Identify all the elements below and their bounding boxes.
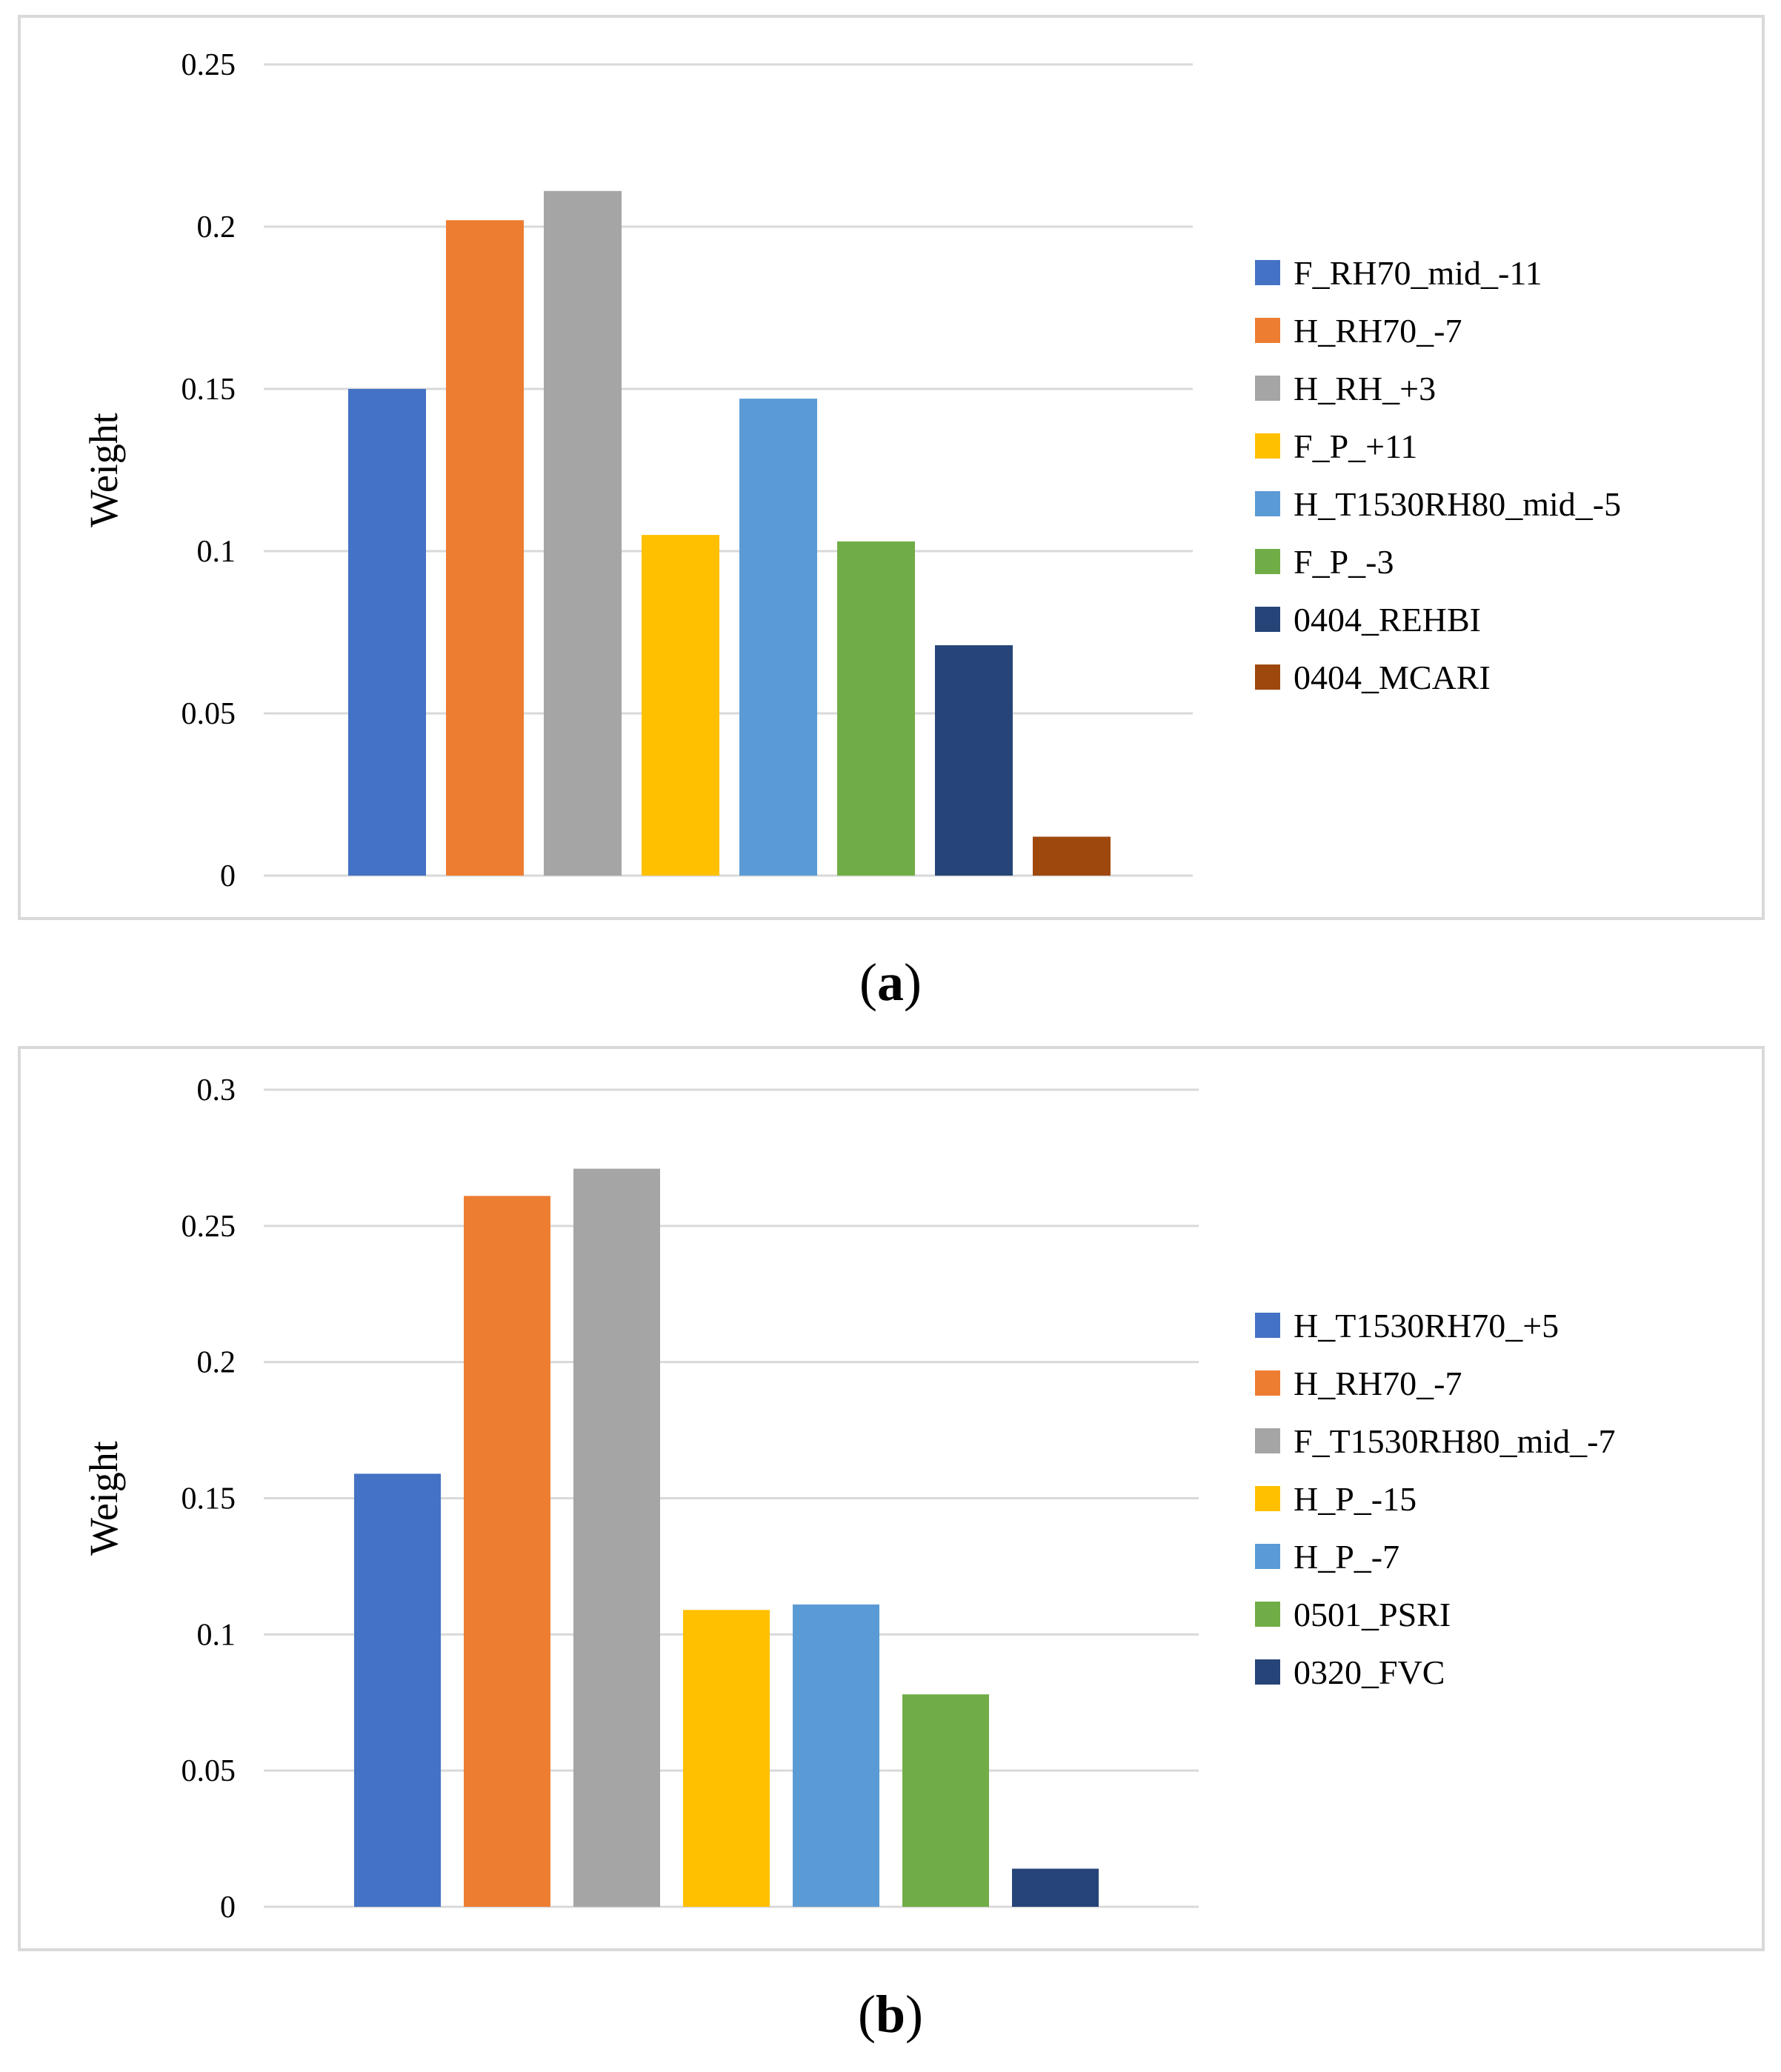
legend-swatch bbox=[1255, 318, 1280, 343]
legend-b: H_T1530RH70_+5 H_RH70_-7 F_T1530RH80_mid_-… bbox=[1255, 1296, 1615, 1701]
legend-swatch bbox=[1255, 1313, 1280, 1338]
legend-label: 0404_MCARI bbox=[1294, 658, 1491, 697]
bar-H_RH70_-7 bbox=[446, 220, 524, 876]
y-axis-label: Weight bbox=[81, 1441, 126, 1556]
legend-swatch bbox=[1255, 607, 1280, 632]
legend-item: F_RH70_mid_-11 bbox=[1255, 244, 1621, 302]
legend-label: 0320_FVC bbox=[1294, 1653, 1445, 1692]
y-tick-label: 0.2 bbox=[197, 210, 236, 244]
legend-a: F_RH70_mid_-11 H_RH70_-7 H_RH_+3 F_P_+11 H_T… bbox=[1255, 244, 1621, 706]
legend-item: H_T1530RH80_mid_-5 bbox=[1255, 475, 1621, 533]
legend-item: F_P_+11 bbox=[1255, 417, 1621, 475]
bar-H_RH70_-7 bbox=[464, 1196, 550, 1907]
legend-swatch bbox=[1255, 1428, 1280, 1453]
legend-label: H_T1530RH70_+5 bbox=[1294, 1306, 1559, 1345]
bar-F_P_+11 bbox=[642, 535, 719, 876]
legend-item: 0404_REHBI bbox=[1255, 590, 1621, 648]
legend-label: 0501_PSRI bbox=[1294, 1595, 1451, 1634]
legend-item: H_RH70_-7 bbox=[1255, 1354, 1615, 1412]
legend-item: H_RH_+3 bbox=[1255, 359, 1621, 417]
legend-swatch bbox=[1255, 1544, 1280, 1569]
caption-a: (a) bbox=[0, 952, 1781, 1013]
y-tick-label: 0.1 bbox=[197, 535, 236, 569]
legend-label: H_P_-7 bbox=[1294, 1537, 1399, 1576]
legend-swatch bbox=[1255, 1486, 1280, 1511]
bar-H_P_-7 bbox=[793, 1605, 879, 1907]
bar-F_P_-3 bbox=[837, 542, 915, 876]
legend-swatch bbox=[1255, 1602, 1280, 1627]
legend-label: H_P_-15 bbox=[1294, 1479, 1417, 1519]
legend-swatch bbox=[1255, 376, 1280, 401]
y-axis-label: Weight bbox=[81, 413, 126, 527]
legend-label: H_T1530RH80_mid_-5 bbox=[1294, 484, 1621, 524]
y-tick-label: 0.25 bbox=[182, 48, 236, 82]
bar-F_T1530RH80_mid_-7 bbox=[573, 1169, 660, 1907]
legend-item: 0404_MCARI bbox=[1255, 648, 1621, 706]
legend-item: F_P_-3 bbox=[1255, 533, 1621, 590]
legend-label: H_RH70_-7 bbox=[1294, 1364, 1462, 1403]
bar-H_RH_+3 bbox=[544, 191, 622, 876]
y-tick-label: 0 bbox=[220, 859, 236, 893]
legend-item: H_T1530RH70_+5 bbox=[1255, 1296, 1615, 1354]
legend-label: F_P_+11 bbox=[1294, 427, 1417, 466]
legend-label: F_RH70_mid_-11 bbox=[1294, 253, 1542, 293]
legend-swatch bbox=[1255, 491, 1280, 516]
legend-item: H_RH70_-7 bbox=[1255, 302, 1621, 359]
bar-0501_PSRI bbox=[902, 1694, 989, 1907]
legend-swatch bbox=[1255, 664, 1280, 690]
legend-item: H_P_-15 bbox=[1255, 1470, 1615, 1528]
y-tick-label: 0.25 bbox=[182, 1210, 236, 1244]
legend-swatch bbox=[1255, 260, 1280, 285]
bar-F_RH70_mid_-11 bbox=[348, 389, 426, 876]
legend-label: H_RH_+3 bbox=[1294, 369, 1436, 408]
bar-H_T1530RH70_+5 bbox=[354, 1473, 441, 1907]
y-tick-label: 0.2 bbox=[197, 1346, 236, 1380]
legend-swatch bbox=[1255, 1659, 1280, 1685]
y-tick-label: 0.3 bbox=[197, 1073, 236, 1107]
y-tick-label: 0.05 bbox=[182, 1754, 236, 1788]
y-tick-label: 0.15 bbox=[182, 373, 236, 407]
legend-item: 0501_PSRI bbox=[1255, 1585, 1615, 1643]
y-tick-label: 0.05 bbox=[182, 697, 236, 731]
legend-item: 0320_FVC bbox=[1255, 1643, 1615, 1701]
legend-item: H_P_-7 bbox=[1255, 1528, 1615, 1585]
bar-H_T1530RH80_mid_-5 bbox=[739, 399, 817, 876]
bar-0320_FVC bbox=[1012, 1869, 1099, 1907]
caption-b: (b) bbox=[0, 1984, 1781, 2045]
chart-panel-a: 0 0.05 0.1 0.15 0.2 0.25 Weight F_RH70_mid_-11… bbox=[18, 15, 1765, 920]
y-tick-label: 0 bbox=[220, 1891, 236, 1925]
legend-swatch bbox=[1255, 549, 1280, 574]
legend-item: F_T1530RH80_mid_-7 bbox=[1255, 1412, 1615, 1470]
legend-swatch bbox=[1255, 1370, 1280, 1396]
legend-label: H_RH70_-7 bbox=[1294, 311, 1462, 350]
legend-label: F_T1530RH80_mid_-7 bbox=[1294, 1422, 1615, 1461]
legend-label: F_P_-3 bbox=[1294, 542, 1394, 582]
legend-swatch bbox=[1255, 433, 1280, 459]
bar-0404_MCARI bbox=[1033, 836, 1111, 876]
legend-label: 0404_REHBI bbox=[1294, 600, 1481, 639]
bar-H_P_-15 bbox=[683, 1610, 770, 1907]
bar-0404_REHBI bbox=[935, 645, 1013, 876]
chart-panel-b: 0 0.05 0.1 0.15 0.2 0.25 0.3 Weight H_T1530RH70… bbox=[18, 1046, 1765, 1951]
y-tick-label: 0.1 bbox=[197, 1618, 236, 1652]
y-tick-label: 0.15 bbox=[182, 1482, 236, 1516]
